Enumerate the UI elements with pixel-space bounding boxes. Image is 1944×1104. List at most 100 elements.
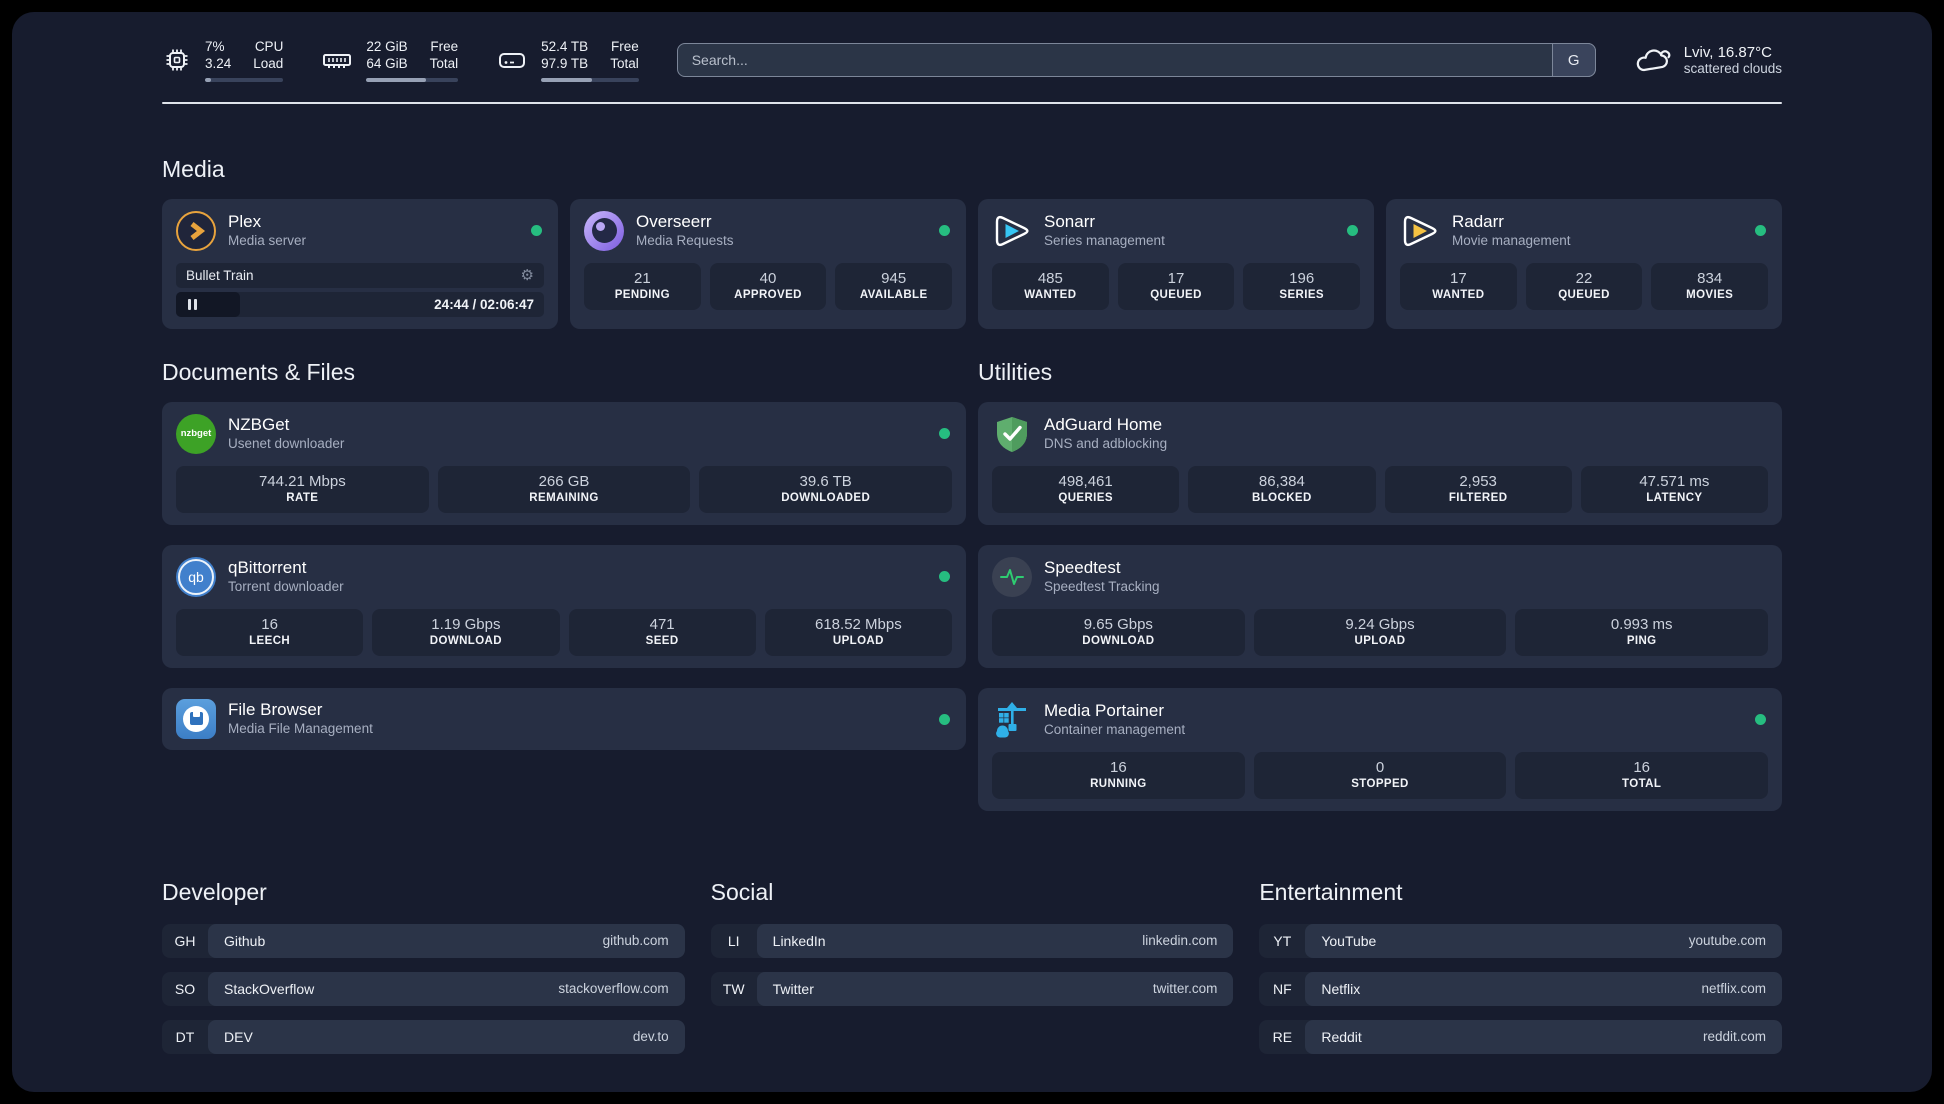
radarr-icon: [1400, 211, 1440, 251]
pause-button[interactable]: [176, 291, 240, 317]
bookmark-url: linkedin.com: [1142, 933, 1218, 948]
stat-tile: 86,384 BLOCKED: [1188, 465, 1376, 513]
app-subtitle: Usenet downloader: [228, 436, 345, 451]
search-engine-button[interactable]: G: [1551, 43, 1596, 77]
app-card-portainer[interactable]: Media Portainer Container management 16 …: [978, 687, 1782, 811]
cpu-usage-value: 7%: [205, 39, 225, 54]
section-title-social: Social: [710, 878, 774, 905]
bookmark-url: github.com: [602, 933, 669, 948]
bookmark-url: stackoverflow.com: [558, 981, 669, 996]
app-card-radarr[interactable]: Radarr Movie management 17 WANTED 22 QUE…: [1386, 198, 1782, 329]
bookmark-github[interactable]: GH Github github.com: [162, 923, 685, 958]
sonarr-icon: [992, 211, 1032, 251]
stat-tile: 40 APPROVED: [709, 262, 827, 310]
overseerr-icon: [584, 210, 624, 251]
app-card-sonarr[interactable]: Sonarr Series management 485 WANTED 17 Q…: [978, 198, 1374, 329]
search-bar: G: [676, 43, 1596, 77]
stat-tile: 266 GB REMAINING: [437, 465, 691, 513]
stat-tile: 22 QUEUED: [1525, 262, 1643, 310]
qbittorrent-icon: qb: [176, 556, 216, 597]
stat-tile: 485 WANTED: [992, 262, 1109, 310]
stat-tile: 744.21 Mbps RATE: [176, 465, 429, 513]
bookmark-netflix[interactable]: NF Netflix netflix.com: [1259, 971, 1782, 1006]
bookmark-linkedin[interactable]: LI LinkedIn linkedin.com: [710, 923, 1234, 958]
section-title-utilities: Utilities: [978, 358, 1053, 385]
app-card-nzbget[interactable]: nzbget NZBGet Usenet downloader 744.21 M…: [162, 401, 966, 525]
app-subtitle: Movie management: [1452, 233, 1571, 248]
status-dot: [1755, 713, 1766, 725]
plex-icon: [176, 210, 216, 251]
app-title: qBittorrent: [228, 558, 307, 577]
status-dot: [939, 570, 950, 582]
cpu-usage-label: CPU: [254, 39, 284, 54]
bookmark-url: youtube.com: [1688, 933, 1766, 948]
playback-time: 24:44 / 02:06:47: [434, 296, 534, 312]
stat-tile: 2,953 FILTERED: [1384, 465, 1572, 513]
ram-free-label: Free: [430, 39, 459, 54]
now-playing-row: Bullet Train ⚙: [176, 262, 544, 288]
disk-free-value: 52.4 TB: [541, 39, 589, 54]
bookmark-name: YouTube: [1321, 932, 1377, 949]
stat-tile: 196 SERIES: [1243, 262, 1361, 310]
app-subtitle: Series management: [1044, 233, 1165, 248]
search-input[interactable]: [676, 43, 1596, 77]
app-title: Sonarr: [1044, 212, 1096, 231]
disk-free-label: Free: [610, 39, 639, 54]
bookmark-name: DEV: [224, 1028, 253, 1045]
status-dot: [531, 224, 542, 236]
cpu-stat: 7% 3.24 CPU Load: [162, 38, 284, 82]
app-title: NZBGet: [228, 415, 290, 434]
bookmark-name: StackOverflow: [224, 980, 315, 997]
stat-tile: 945 AVAILABLE: [835, 262, 953, 310]
bookmark-reddit[interactable]: RE Reddit reddit.com: [1259, 1019, 1782, 1054]
bookmark-dev[interactable]: DT DEV dev.to: [162, 1019, 685, 1054]
header-bar: 7% 3.24 CPU Load: [162, 12, 1782, 82]
bookmark-name: Reddit: [1321, 1028, 1362, 1045]
app-subtitle: DNS and adblocking: [1044, 436, 1168, 451]
cpu-progress-bar: [205, 78, 284, 82]
app-card-plex[interactable]: Plex Media server Bullet Train ⚙ 24:44 /…: [162, 198, 558, 329]
bookmark-name: Github: [224, 932, 266, 949]
app-card-filebrowser[interactable]: File Browser Media File Management: [162, 687, 966, 750]
bookmark-url: reddit.com: [1702, 1029, 1766, 1044]
section-title-media: Media: [162, 155, 225, 182]
gear-icon[interactable]: ⚙: [520, 266, 534, 284]
playback-row: 24:44 / 02:06:47: [176, 291, 544, 317]
stat-tile: 21 PENDING: [584, 262, 701, 310]
app-subtitle: Media File Management: [228, 721, 373, 736]
bookmark-url: dev.to: [632, 1029, 669, 1044]
app-card-speedtest[interactable]: Speedtest Speedtest Tracking 9.65 Gbps D…: [978, 544, 1782, 668]
status-dot: [939, 427, 950, 439]
section-title-entertainment: Entertainment: [1259, 878, 1403, 905]
status-dot: [1347, 224, 1358, 236]
stat-tile: 17 WANTED: [1400, 262, 1517, 310]
bookmark-name: Netflix: [1321, 980, 1361, 997]
app-subtitle: Media Requests: [636, 233, 734, 248]
speedtest-icon: [992, 556, 1032, 597]
portainer-icon: [992, 700, 1032, 740]
cpu-load-value: 3.24: [205, 56, 232, 71]
bookmark-youtube[interactable]: YT YouTube youtube.com: [1259, 923, 1782, 958]
app-card-adguard[interactable]: AdGuard Home DNS and adblocking 498,461 …: [978, 401, 1782, 525]
ram-total-label: Total: [429, 56, 459, 71]
app-title: Plex: [228, 212, 262, 231]
weather-condition: scattered clouds: [1683, 61, 1782, 76]
app-card-overseerr[interactable]: Overseerr Media Requests 21 PENDING 40 A…: [570, 198, 966, 329]
stat-tile: 16 TOTAL: [1515, 751, 1769, 799]
app-card-qbittorrent[interactable]: qb qBittorrent Torrent downloader 16 LEE…: [162, 544, 966, 668]
app-subtitle: Media server: [228, 233, 307, 248]
dashboard-panel: 7% 3.24 CPU Load: [12, 12, 1932, 1092]
stat-tile: 618.52 Mbps UPLOAD: [764, 608, 952, 656]
disk-icon: [499, 53, 526, 68]
ram-total-value: 64 GiB: [366, 56, 408, 71]
app-title: Media Portainer: [1044, 701, 1165, 720]
now-playing-title: Bullet Train: [186, 267, 254, 283]
stat-tile: 834 MOVIES: [1651, 262, 1769, 310]
bookmark-stackoverflow[interactable]: SO StackOverflow stackoverflow.com: [162, 971, 685, 1006]
bookmark-twitter[interactable]: TW Twitter twitter.com: [710, 971, 1234, 1006]
stat-tile: 17 QUEUED: [1117, 262, 1235, 310]
section-title-documents: Documents & Files: [162, 358, 356, 385]
stat-tile: 0 STOPPED: [1253, 751, 1507, 799]
header-divider: [162, 102, 1782, 104]
search-engine-label: G: [1567, 51, 1580, 69]
